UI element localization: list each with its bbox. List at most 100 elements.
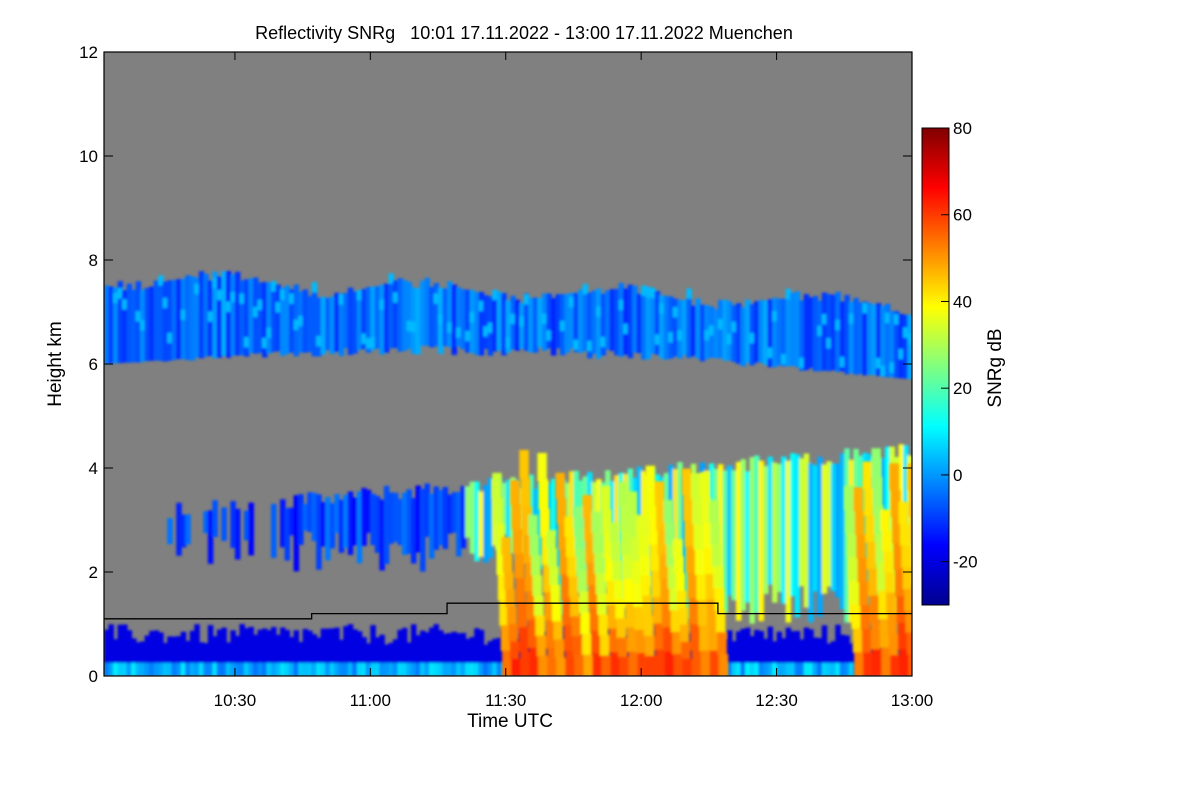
echo-cell	[167, 663, 173, 676]
echo-cell	[884, 571, 895, 594]
echo-cell	[821, 314, 828, 325]
echo-cell	[603, 533, 613, 558]
echo-cell	[767, 347, 774, 359]
echo-cell	[600, 293, 607, 356]
echo-cell	[758, 663, 765, 676]
echo-cell	[266, 327, 273, 338]
echo-cell	[108, 286, 115, 364]
echo-cell	[676, 590, 687, 609]
echo-cell	[356, 631, 363, 676]
echo-cell	[767, 663, 774, 676]
echo-cell	[225, 642, 232, 676]
echo-cell	[234, 663, 241, 676]
echo-cell	[460, 663, 467, 676]
echo-cell	[356, 491, 363, 564]
echo-cell	[826, 461, 832, 587]
chart-title: Reflectivity SNRg 10:01 17.11.2022 - 13:…	[255, 23, 793, 43]
echo-cell	[899, 523, 910, 546]
echo-cell	[884, 312, 891, 324]
echo-cell	[883, 551, 893, 573]
echo-cell	[320, 663, 327, 676]
echo-cell	[451, 284, 458, 355]
echo-cell	[692, 498, 702, 525]
echo-cell	[549, 566, 559, 586]
echo-cell	[666, 543, 677, 567]
echo-cell	[280, 663, 286, 676]
echo-cell	[604, 557, 615, 582]
echo-cell	[501, 537, 511, 556]
echo-cell	[532, 575, 543, 596]
echo-cell	[113, 292, 119, 304]
echo-cell	[334, 292, 340, 352]
echo-cell	[424, 483, 431, 537]
echo-cell	[717, 319, 724, 330]
echo-cell	[379, 634, 385, 676]
echo-cell	[555, 474, 561, 596]
echo-cell	[848, 643, 855, 676]
echo-cell	[672, 306, 679, 318]
echo-cell	[239, 280, 245, 356]
echo-cell	[576, 548, 586, 571]
x-axis: 10:30 11:00 11:30 12:00 12:30 13:00	[214, 52, 933, 710]
echo-cell	[266, 282, 273, 354]
echo-cell	[772, 311, 778, 322]
echo-cell	[642, 595, 652, 617]
echo-cell	[451, 663, 458, 676]
echo-cell	[715, 610, 726, 633]
echo-cell	[785, 292, 792, 367]
echo-cell	[343, 663, 349, 676]
echo-cell	[370, 663, 376, 676]
echo-cell	[665, 521, 675, 545]
echo-cell	[740, 628, 746, 676]
echo-cell	[401, 627, 408, 676]
echo-cell	[460, 486, 467, 549]
echo-cell	[198, 642, 205, 676]
echo-cell	[772, 663, 778, 676]
echo-cell	[550, 478, 557, 537]
echo-cell	[522, 506, 532, 536]
echo-cell	[735, 631, 742, 676]
echo-cell	[514, 299, 521, 351]
echo-cell	[650, 287, 656, 299]
echo-cell	[334, 663, 340, 676]
echo-cell	[589, 608, 600, 632]
echo-cell	[347, 491, 354, 555]
echo-cell	[790, 663, 796, 676]
echo-cell	[510, 313, 516, 325]
echo-cell	[867, 568, 878, 597]
echo-cell	[871, 448, 881, 478]
echo-cell	[216, 289, 223, 301]
echo-cell	[785, 460, 792, 623]
echo-cell	[176, 279, 182, 360]
echo-cell	[117, 281, 124, 364]
echo-cell	[709, 650, 720, 676]
echo-cell	[545, 620, 556, 649]
echo-cell	[514, 553, 525, 579]
echo-cell	[261, 337, 268, 349]
echo-cell	[839, 301, 846, 372]
echo-cell	[848, 663, 855, 676]
echo-cell	[717, 632, 727, 655]
echo-cell	[158, 663, 164, 676]
echo-cell	[708, 325, 715, 336]
echo-cell	[562, 599, 572, 626]
echo-cell	[383, 485, 390, 565]
echo-cell	[131, 289, 137, 363]
echo-cell	[180, 309, 187, 321]
echo-cell	[216, 629, 223, 676]
echo-cell	[907, 333, 912, 344]
echo-cell	[347, 663, 354, 676]
echo-cell	[338, 639, 345, 676]
echo-cell	[429, 663, 435, 676]
echo-cell	[261, 663, 268, 676]
echo-cell	[844, 635, 850, 676]
echo-cell	[546, 330, 552, 341]
echo-cell	[474, 628, 480, 676]
echo-cell	[620, 506, 630, 531]
echo-cell	[874, 505, 884, 535]
echo-cell	[803, 663, 810, 676]
echo-cell	[478, 300, 485, 312]
echo-cell	[203, 643, 209, 676]
echo-cell	[657, 529, 668, 555]
echo-cell	[361, 289, 367, 350]
